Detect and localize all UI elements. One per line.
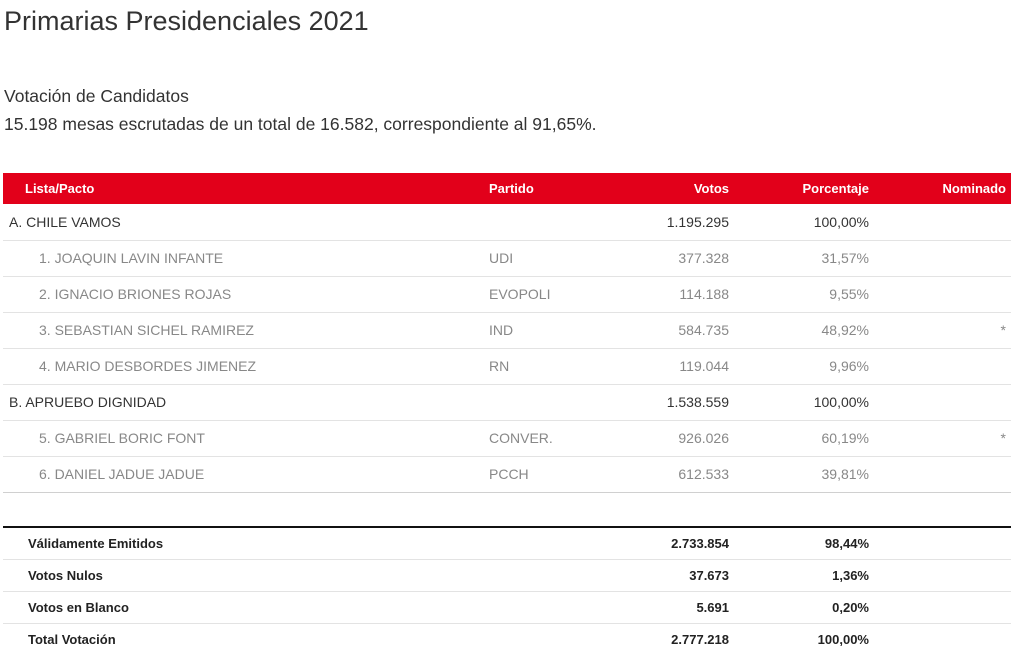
party-cell: CONVER. [489, 430, 553, 446]
nominated-cell: * [1000, 322, 1006, 338]
party-cell: PCCH [489, 466, 529, 482]
percent-cell: 100,00% [813, 213, 869, 230]
nominated-cell [869, 240, 1011, 276]
count-summary: 15.198 mesas escrutadas de un total de 1… [4, 114, 597, 134]
table-header-row: Lista/Pacto Partido Votos Porcentaje Nom… [3, 173, 1011, 204]
pact-name: A. CHILE VAMOS [9, 213, 121, 230]
nominated-cell: * [1000, 430, 1006, 446]
votes-cell: 377.328 [678, 250, 729, 266]
totals-row: Válidamente Emitidos 2.733.854 98,44% [3, 527, 1011, 559]
header-porcentaje: Porcentaje [802, 181, 869, 196]
candidate-name: 4. MARIO DESBORDES JIMENEZ [39, 358, 257, 374]
totals-label: Válidamente Emitidos [28, 535, 164, 551]
totals-votes: 37.673 [689, 567, 729, 583]
totals-row: Votos Nulos 37.673 1,36% [3, 559, 1011, 591]
nominated-cell [869, 204, 1011, 240]
party-cell: RN [489, 358, 510, 374]
pact-name: B. APRUEBO DIGNIDAD [9, 394, 167, 410]
percent-cell: 60,19% [821, 430, 869, 446]
header-lista-pacto: Lista/Pacto [25, 181, 95, 196]
pact-row: A. CHILE VAMOS 1.195.295 100,00% [3, 204, 1011, 240]
candidate-name: 1. JOAQUIN LAVIN INFANTE [39, 250, 224, 266]
votes-cell: 584.735 [678, 322, 729, 338]
percent-cell: 39,81% [821, 466, 869, 482]
totals-percent: 100,00% [817, 631, 869, 647]
totals-percent: 1,36% [832, 567, 869, 583]
totals-votes: 5.691 [696, 599, 729, 615]
percent-cell: 31,57% [821, 250, 869, 266]
percent-cell: 48,92% [821, 322, 869, 338]
candidate-name: 5. GABRIEL BORIC FONT [39, 430, 205, 446]
totals-percent: 0,20% [832, 599, 869, 615]
nominated-cell [869, 384, 1011, 420]
totals-percent: 98,44% [824, 535, 869, 551]
percent-cell: 9,96% [829, 358, 869, 374]
pact-row: B. APRUEBO DIGNIDAD 1.538.559 100,00% [3, 384, 1011, 420]
nominated-cell [869, 456, 1011, 492]
candidate-row: 3. SEBASTIAN SICHEL RAMIREZ IND 584.735 … [3, 312, 1011, 348]
header-nominado: Nominado [942, 181, 1006, 196]
votes-cell: 114.188 [679, 286, 729, 302]
nominated-cell [869, 348, 1011, 384]
candidate-row: 6. DANIEL JADUE JADUE PCCH 612.533 39,81… [3, 456, 1011, 492]
page-title: Primarias Presidenciales 2021 [4, 6, 369, 36]
candidate-name: 3. SEBASTIAN SICHEL RAMIREZ [39, 322, 254, 338]
party-cell: IND [489, 322, 514, 338]
totals-row: Total Votación 2.777.218 100,00% [3, 623, 1011, 655]
votes-cell: 119.044 [679, 358, 729, 374]
candidate-name: 6. DANIEL JADUE JADUE [39, 466, 205, 482]
percent-cell: 100,00% [813, 394, 869, 410]
votes-cell: 926.026 [678, 430, 729, 446]
percent-cell: 9,55% [829, 286, 869, 302]
nominated-cell [869, 276, 1011, 312]
party-cell: UDI [489, 250, 514, 266]
totals-row: Votos en Blanco 5.691 0,20% [3, 591, 1011, 623]
totals-label: Votos en Blanco [28, 599, 129, 615]
candidate-name: 2. IGNACIO BRIONES ROJAS [39, 286, 232, 302]
votes-cell: 1.538.559 [666, 394, 729, 410]
candidate-row: 1. JOAQUIN LAVIN INFANTE UDI 377.328 31,… [3, 240, 1011, 276]
candidate-row: 4. MARIO DESBORDES JIMENEZ RN 119.044 9,… [3, 348, 1011, 384]
results-table: Lista/Pacto Partido Votos Porcentaje Nom… [3, 173, 1011, 493]
candidate-row: 5. GABRIEL BORIC FONT CONVER. 926.026 60… [3, 420, 1011, 456]
header-partido: Partido [489, 181, 534, 196]
header-votos: Votos [693, 181, 729, 196]
votes-cell: 1.195.295 [666, 213, 729, 230]
party-cell [485, 384, 605, 420]
candidate-row: 2. IGNACIO BRIONES ROJAS EVOPOLI 114.188… [3, 276, 1011, 312]
section-subtitle: Votación de Candidatos [4, 86, 189, 106]
totals-label: Total Votación [28, 631, 116, 647]
totals-table: Válidamente Emitidos 2.733.854 98,44% Vo… [3, 526, 1011, 655]
party-cell: EVOPOLI [489, 286, 551, 302]
totals-label: Votos Nulos [28, 567, 103, 583]
totals-votes: 2.777.218 [671, 631, 729, 647]
totals-votes: 2.733.854 [671, 535, 729, 551]
party-cell [485, 204, 605, 240]
votes-cell: 612.533 [678, 466, 729, 482]
